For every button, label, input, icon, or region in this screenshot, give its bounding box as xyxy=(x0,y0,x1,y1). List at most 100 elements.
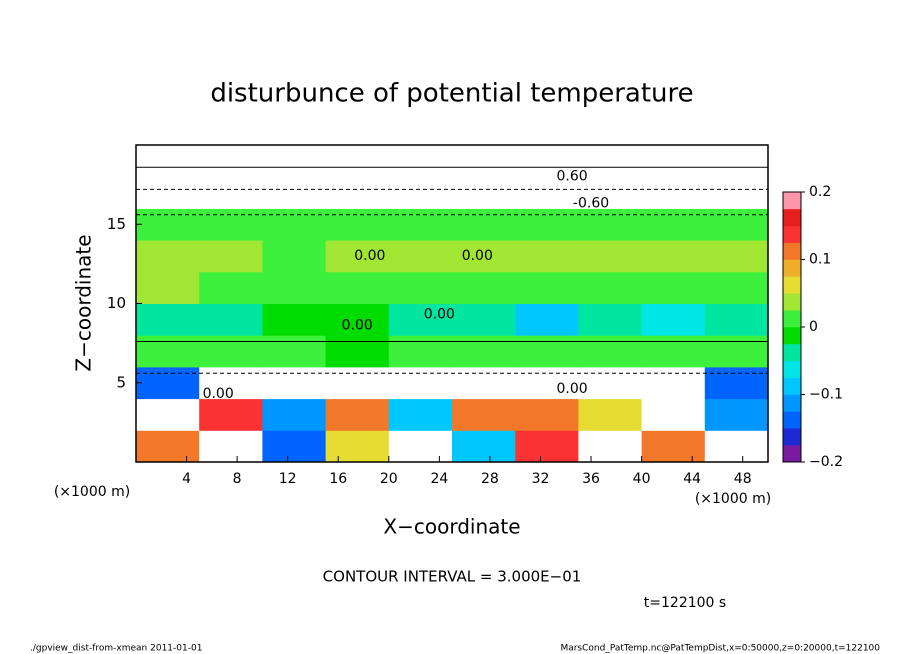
heatmap-cell xyxy=(262,335,327,368)
contour-label: 0.00 xyxy=(354,248,385,264)
heatmap-cell xyxy=(262,430,327,463)
heatmap-cell xyxy=(388,303,453,336)
colorbar-swatch xyxy=(783,310,801,328)
heatmap-cell xyxy=(578,271,643,304)
heatmap-cell xyxy=(325,145,390,178)
contour-label: 0.00 xyxy=(462,248,493,264)
heatmap-cell xyxy=(388,208,453,241)
colorbar-swatch xyxy=(783,394,801,412)
contour-interval: CONTOUR INTERVAL = 3.000E−01 xyxy=(323,568,582,586)
heatmap-cell xyxy=(325,366,390,400)
contour-label: 0.60 xyxy=(556,169,587,185)
y-tick-label: 15 xyxy=(107,215,126,233)
heatmap-cell xyxy=(136,303,200,336)
time-label: t=122100 s xyxy=(644,595,726,611)
heatmap-cell xyxy=(136,271,200,304)
colorbar-swatch xyxy=(783,343,801,362)
heatmap-cell xyxy=(704,398,769,431)
heatmap-cell xyxy=(704,145,769,178)
y-unit: (×1000 m) xyxy=(54,484,130,500)
heatmap-cell xyxy=(325,240,390,273)
heatmap-cell xyxy=(262,145,327,178)
colorbar-swatch xyxy=(783,445,801,463)
heatmap-cell xyxy=(515,271,579,304)
heatmap-cell xyxy=(578,176,643,209)
heatmap-cell xyxy=(641,176,706,209)
heatmap-cell xyxy=(578,398,643,431)
heatmap-cell xyxy=(704,208,769,241)
colorbar-swatch xyxy=(783,192,801,210)
y-tick-label: 5 xyxy=(116,373,126,391)
footer-left: ./gpview_dist-from-xmean 2011-01-01 xyxy=(30,644,202,654)
heatmap-cell xyxy=(388,271,453,304)
heatmap-cell xyxy=(136,176,200,209)
colorbar-tick-label: 0.1 xyxy=(809,252,831,268)
heatmap-cell xyxy=(704,303,769,336)
heatmap-cell xyxy=(262,240,327,273)
heatmap-cell xyxy=(388,398,453,431)
colorbar-swatch xyxy=(783,276,801,294)
heatmap-cell xyxy=(388,335,453,368)
colorbar-tick-label: 0 xyxy=(809,319,818,335)
heatmap-cell xyxy=(515,366,579,400)
heatmap-cell xyxy=(199,145,263,178)
x-tick-label: 44 xyxy=(683,471,701,487)
heatmap-cell xyxy=(199,430,263,463)
colorbar-swatch xyxy=(783,360,801,378)
heatmap-cell xyxy=(515,145,579,178)
heatmap-cell xyxy=(262,398,327,431)
colorbar-swatch xyxy=(783,293,801,311)
contour-label: 0.00 xyxy=(203,386,234,402)
colorbar-swatch xyxy=(783,377,801,395)
heatmap-cell xyxy=(641,398,706,431)
heatmap-cell xyxy=(199,398,263,431)
x-tick-label: 48 xyxy=(734,471,752,487)
heatmap-cell xyxy=(704,335,769,368)
heatmap-cell xyxy=(578,145,643,178)
heatmap-cell xyxy=(515,398,579,431)
heatmap-cell xyxy=(578,240,643,273)
heatmap-cell xyxy=(704,271,769,304)
heatmap-cell xyxy=(515,208,579,241)
heatmap-cell xyxy=(578,430,643,463)
heatmap-cell xyxy=(578,303,643,336)
heatmap-cell xyxy=(641,366,706,400)
heatmap-cell xyxy=(325,208,390,241)
heatmap-cell xyxy=(515,240,579,273)
heatmap-cell xyxy=(136,335,200,368)
heatmap-cell xyxy=(452,145,516,178)
x-unit: (×1000 m) xyxy=(695,491,771,507)
heatmap-cell xyxy=(262,176,327,209)
heatmap-cell xyxy=(515,303,579,336)
heatmap-cell xyxy=(388,240,453,273)
colorbar-swatch xyxy=(783,225,801,243)
contour-label: 0.00 xyxy=(342,318,373,334)
footer-right: MarsCond_PatTemp.nc@PatTempDist,x=0:5000… xyxy=(560,644,880,654)
heatmap-cell xyxy=(452,240,516,273)
heatmap-cell xyxy=(199,303,263,336)
colorbar-swatch xyxy=(783,327,801,345)
heatmap-cell xyxy=(199,335,263,368)
heatmap-cell xyxy=(262,303,327,336)
colorbar-swatch xyxy=(783,411,801,429)
heatmap-cell xyxy=(452,335,516,368)
heatmap-cell xyxy=(199,366,263,400)
colorbar-tick-label: −0.1 xyxy=(809,387,843,403)
x-tick-label: 28 xyxy=(481,471,499,487)
x-tick-label: 24 xyxy=(430,471,448,487)
heatmap-cell xyxy=(199,271,263,304)
heatmap-cell xyxy=(515,176,579,209)
contour-label: 0.00 xyxy=(556,381,587,397)
heatmap-cell xyxy=(136,430,200,463)
colorbar-swatch xyxy=(783,208,801,227)
heatmap-cell xyxy=(136,240,200,273)
contour-label: -0.60 xyxy=(573,196,609,212)
chart-title: disturbunce of potential temperature xyxy=(210,79,693,109)
x-tick-label: 40 xyxy=(633,471,651,487)
heatmap-cell xyxy=(325,398,390,431)
x-tick-label: 36 xyxy=(582,471,600,487)
heatmap-cell xyxy=(641,430,706,463)
heatmap-cell xyxy=(262,208,327,241)
heatmap-cell xyxy=(452,208,516,241)
x-tick-label: 32 xyxy=(532,471,550,487)
